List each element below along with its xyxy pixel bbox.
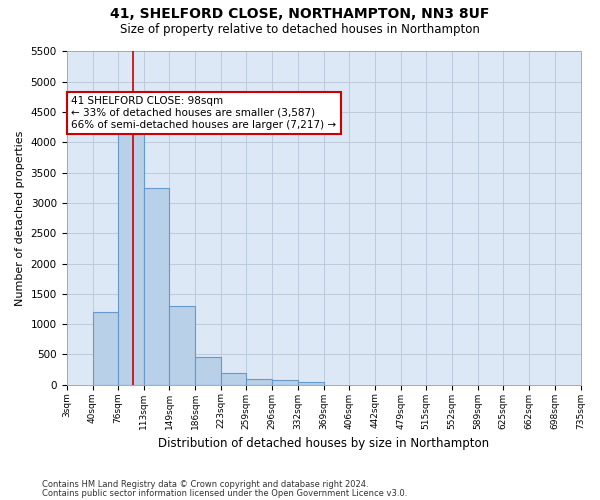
Text: Size of property relative to detached houses in Northampton: Size of property relative to detached ho…	[120, 22, 480, 36]
Bar	[195, 358, 221, 384]
Text: 41 SHELFORD CLOSE: 98sqm
← 33% of detached houses are smaller (3,587)
66% of sem: 41 SHELFORD CLOSE: 98sqm ← 33% of detach…	[71, 96, 337, 130]
Bar	[118, 127, 144, 384]
Bar	[144, 188, 169, 384]
Bar	[92, 312, 118, 384]
X-axis label: Distribution of detached houses by size in Northampton: Distribution of detached houses by size …	[158, 437, 489, 450]
Text: 41, SHELFORD CLOSE, NORTHAMPTON, NN3 8UF: 41, SHELFORD CLOSE, NORTHAMPTON, NN3 8UF	[110, 8, 490, 22]
Bar	[246, 378, 272, 384]
Bar	[298, 382, 323, 384]
Y-axis label: Number of detached properties: Number of detached properties	[15, 130, 25, 306]
Bar	[221, 372, 246, 384]
Bar	[272, 380, 298, 384]
Bar	[169, 306, 195, 384]
Text: Contains HM Land Registry data © Crown copyright and database right 2024.: Contains HM Land Registry data © Crown c…	[42, 480, 368, 489]
Text: Contains public sector information licensed under the Open Government Licence v3: Contains public sector information licen…	[42, 489, 407, 498]
